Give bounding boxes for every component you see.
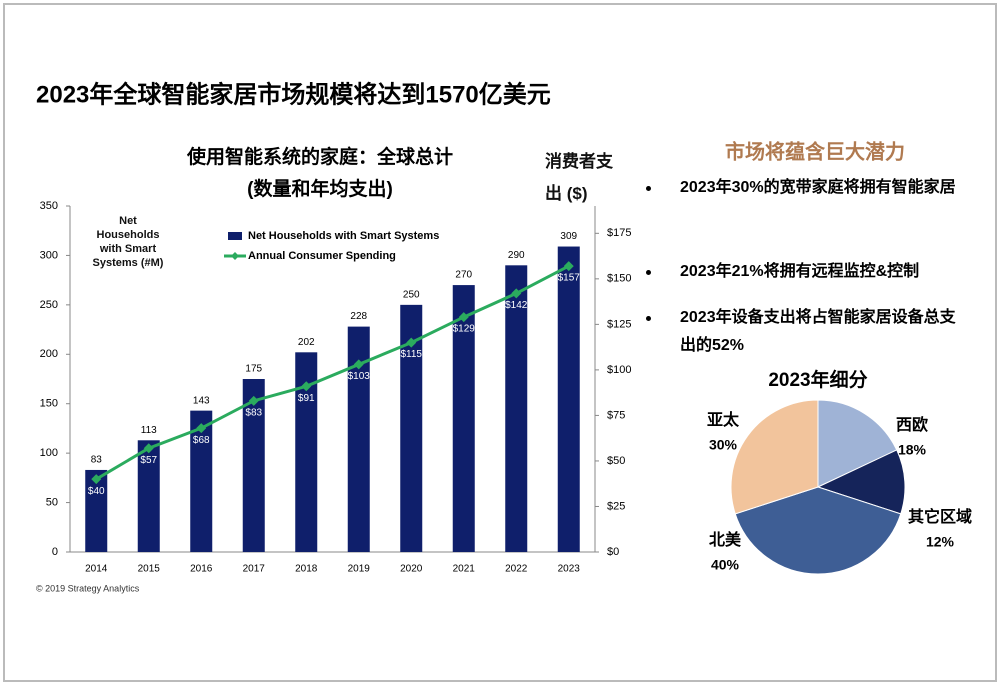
pie-label: 其它区域	[908, 507, 972, 526]
bar-value-label: 175	[245, 364, 262, 375]
line-value-label: $91	[298, 393, 315, 404]
pie-value-label: 18%	[898, 442, 927, 458]
line-marker	[563, 261, 574, 272]
bullet: 2023年30%的宽带家庭将拥有智能家居	[680, 179, 956, 196]
pie-label: 西欧	[896, 415, 928, 434]
y2-tick-label: $175	[607, 227, 631, 239]
bar	[85, 469, 108, 552]
x-tick-label: 2017	[243, 564, 266, 575]
line-value-label: $115	[400, 349, 422, 360]
y2-tick-label: $100	[607, 364, 631, 376]
y-tick-label: 350	[40, 200, 58, 212]
line-value-label: $103	[348, 371, 371, 382]
pie-slice	[817, 399, 898, 488]
bar-value-label: 113	[141, 425, 157, 436]
x-tick-label: 2015	[138, 564, 161, 575]
y2-tick-label: $0	[607, 546, 619, 558]
bar-value-label: 143	[193, 395, 210, 406]
bar	[452, 285, 475, 552]
bar-value-label: 309	[560, 231, 577, 242]
line-marker	[353, 359, 364, 370]
bar	[295, 352, 318, 552]
bullet-dot	[646, 186, 651, 191]
bar-value-label: 228	[350, 311, 367, 322]
x-tick-label: 2020	[400, 564, 423, 575]
bullet-dot	[646, 270, 651, 275]
y-tick-label: 150	[40, 398, 58, 410]
x-tick-label: 2021	[453, 564, 476, 575]
line-marker	[301, 381, 312, 392]
line-marker	[248, 395, 259, 406]
pie-slice	[816, 449, 906, 515]
x-tick-label: 2014	[85, 564, 108, 575]
line-value-label: $40	[88, 486, 105, 497]
x-tick-label: 2016	[190, 564, 213, 575]
y2-tick-label: $75	[607, 409, 625, 421]
x-tick-label: 2019	[348, 564, 371, 575]
line-marker	[458, 312, 469, 323]
x-tick-label: 2023	[558, 564, 581, 575]
panel-title: 市场将蕴含巨大潜力	[725, 139, 905, 163]
line-marker	[511, 288, 522, 299]
legend-label: Net Households with Smart Systems	[248, 230, 439, 242]
bullet: 2023年21%将拥有远程监控&控制	[680, 263, 920, 280]
pie-slice	[730, 399, 819, 515]
bar-value-label: 250	[403, 289, 420, 300]
y-tick-label: 200	[40, 348, 58, 360]
chart-title: 使用智能系统的家庭：全球总计	[186, 145, 453, 168]
line-value-label: $157	[558, 273, 581, 284]
line-value-label: $83	[245, 407, 262, 418]
bar	[242, 379, 265, 552]
y-axis-label: Net Households with Smart Systems (#M)	[92, 215, 164, 269]
bar	[137, 440, 160, 552]
pie-value-label: 12%	[926, 534, 955, 550]
y-tick-label: 50	[46, 496, 58, 508]
bar-value-label: 202	[298, 337, 315, 348]
y2-tick-label: $50	[607, 455, 625, 467]
bar	[347, 326, 370, 552]
y2-tick-label: $150	[607, 273, 631, 285]
x-tick-label: 2022	[505, 564, 528, 575]
pie-label: 亚太	[707, 410, 740, 429]
pie-label: 北美	[709, 530, 742, 549]
pie-value-label: 30%	[709, 437, 738, 453]
line-value-label: $142	[505, 300, 528, 311]
chart-subtitle: (数量和年均支出)	[247, 177, 393, 200]
y2-axis-label: 消费者支出 ($)	[545, 152, 613, 203]
line-value-label: $129	[453, 324, 476, 335]
legend-marker	[231, 252, 239, 260]
bar-value-label: 270	[455, 270, 472, 281]
bar-value-label: 290	[508, 250, 525, 261]
bar-value-label: 83	[91, 455, 103, 466]
x-tick-label: 2018	[295, 564, 318, 575]
page-title: 2023年全球智能家居市场规模将达到1570亿美元	[36, 80, 551, 108]
y-tick-label: 100	[40, 447, 58, 459]
y-tick-label: 0	[52, 546, 58, 558]
pie-title: 2023年细分	[768, 368, 867, 391]
line-marker	[196, 423, 207, 434]
line-marker	[143, 443, 154, 454]
legend-label: Annual Consumer Spending	[248, 250, 396, 262]
bar	[400, 304, 423, 552]
y-tick-label: 250	[40, 299, 58, 311]
line	[95, 264, 570, 481]
source: © 2019 Strategy Analytics	[36, 583, 140, 593]
bullet-dot	[646, 316, 651, 321]
bar	[557, 246, 580, 552]
bullet: 2023年设备支出将占智能家居设备总支出的52%	[680, 309, 956, 354]
y-tick-label: 300	[40, 249, 58, 261]
line-marker	[406, 337, 417, 348]
y2-tick-label: $25	[607, 500, 625, 512]
bar	[505, 265, 528, 552]
pie-slice	[734, 486, 902, 575]
line-marker	[91, 474, 102, 485]
line-value-label: $57	[140, 455, 157, 466]
y2-tick-label: $125	[607, 318, 631, 330]
pie-value-label: 40%	[711, 557, 740, 573]
legend-swatch	[228, 232, 242, 240]
line-value-label: $68	[193, 435, 210, 446]
bar	[190, 410, 213, 552]
